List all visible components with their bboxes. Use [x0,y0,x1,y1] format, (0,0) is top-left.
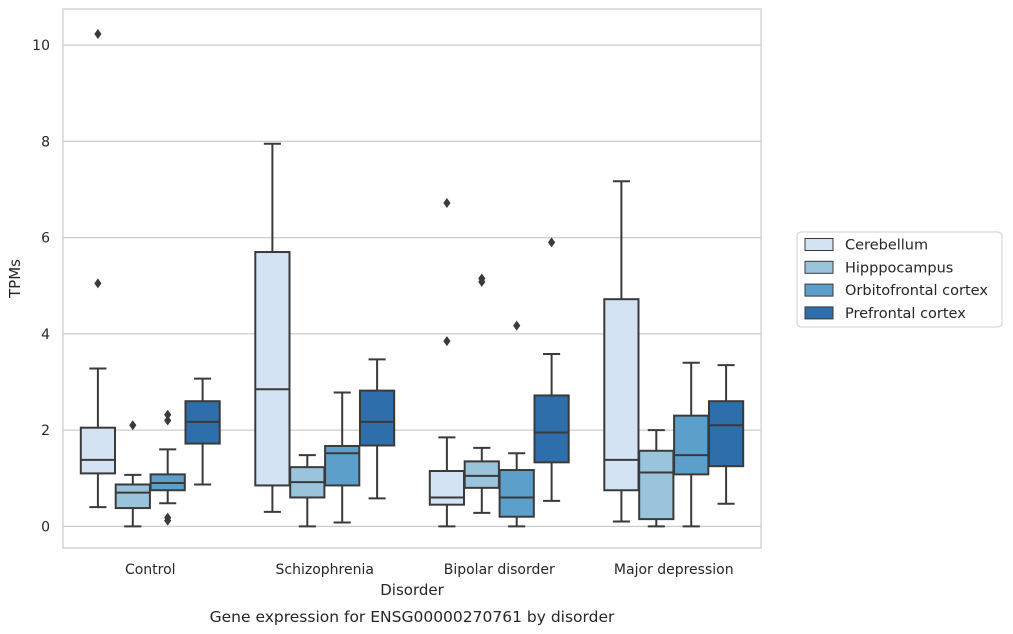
legend-swatch [804,260,834,274]
y-tick-label: 2 [41,423,50,439]
outlier-point [129,420,137,431]
x-tick-labels: Control Schizophrenia Bipolar disorder Majo… [125,562,734,578]
box-1-1 [289,454,326,528]
outlier-point [478,273,486,284]
iqr-box [463,460,500,489]
legend-label: Cerebellum [845,238,928,254]
legend-swatch [804,306,834,320]
outlier-point [513,320,521,331]
x-tick-label: Control [125,562,176,578]
outlier-point [164,512,172,523]
box-plots [79,29,745,528]
box-2-1 [324,391,361,524]
iqr-box [114,483,151,510]
x-tick-label: Major depression [614,562,734,578]
outlier-point [164,409,172,420]
box-3-3 [707,364,745,505]
legend-label: Orbitofrontal cortex [845,283,988,299]
box-2-2 [498,320,535,528]
legend-label: Prefrontal cortex [845,306,966,322]
y-axis-label: TPMs [6,259,24,299]
box-0-1 [254,142,291,513]
y-tick-label: 6 [41,231,50,247]
x-tick-label: Schizophrenia [276,562,374,578]
box-2-3 [673,361,710,528]
chart-caption: Gene expression for ENSG00000270761 by d… [210,608,615,626]
y-tick-labels: 0 2 4 6 8 10 [32,38,50,535]
outlier-point [443,197,451,208]
grid-lines [63,44,761,527]
iqr-box [79,426,117,475]
legend-swatch [804,283,834,297]
y-tick-label: 8 [41,134,50,150]
y-tick-label: 4 [41,327,50,343]
y-tick-label: 10 [32,38,50,54]
legend-frame [796,231,1003,328]
iqr-box [673,414,710,476]
outlier-point [443,336,451,347]
iqr-box [358,389,396,447]
box-1-0 [114,420,151,528]
x-axis-label: Disorder [380,581,444,599]
plot-area-frame [62,8,762,549]
iqr-box [324,444,361,487]
box-0-0 [79,29,117,509]
box-0-2 [428,197,466,528]
iqr-box [603,298,640,492]
box-1-3 [638,429,675,528]
iqr-box [533,394,570,464]
box-3-0 [184,377,221,486]
box-3-2 [533,237,570,502]
iqr-box [254,251,291,487]
outlier-point [94,29,102,40]
legend-label: Hipppocampus [845,260,953,276]
iqr-box [638,449,675,521]
outlier-point [548,237,556,248]
outlier-point [164,415,172,426]
legend: Cerebellum Hipppocampus Orbitofrontal cort… [796,231,1003,328]
box-2-0 [149,409,186,526]
box-1-2 [463,273,500,514]
box-0-3 [603,180,640,523]
legend-swatch [804,238,834,251]
iqr-box [498,469,535,518]
outlier-point [94,278,102,289]
box-3-1 [358,358,396,500]
iqr-box [428,470,466,506]
y-tick-label: 0 [41,519,50,535]
iqr-box [707,400,745,468]
x-tick-label: Bipolar disorder [444,562,555,578]
